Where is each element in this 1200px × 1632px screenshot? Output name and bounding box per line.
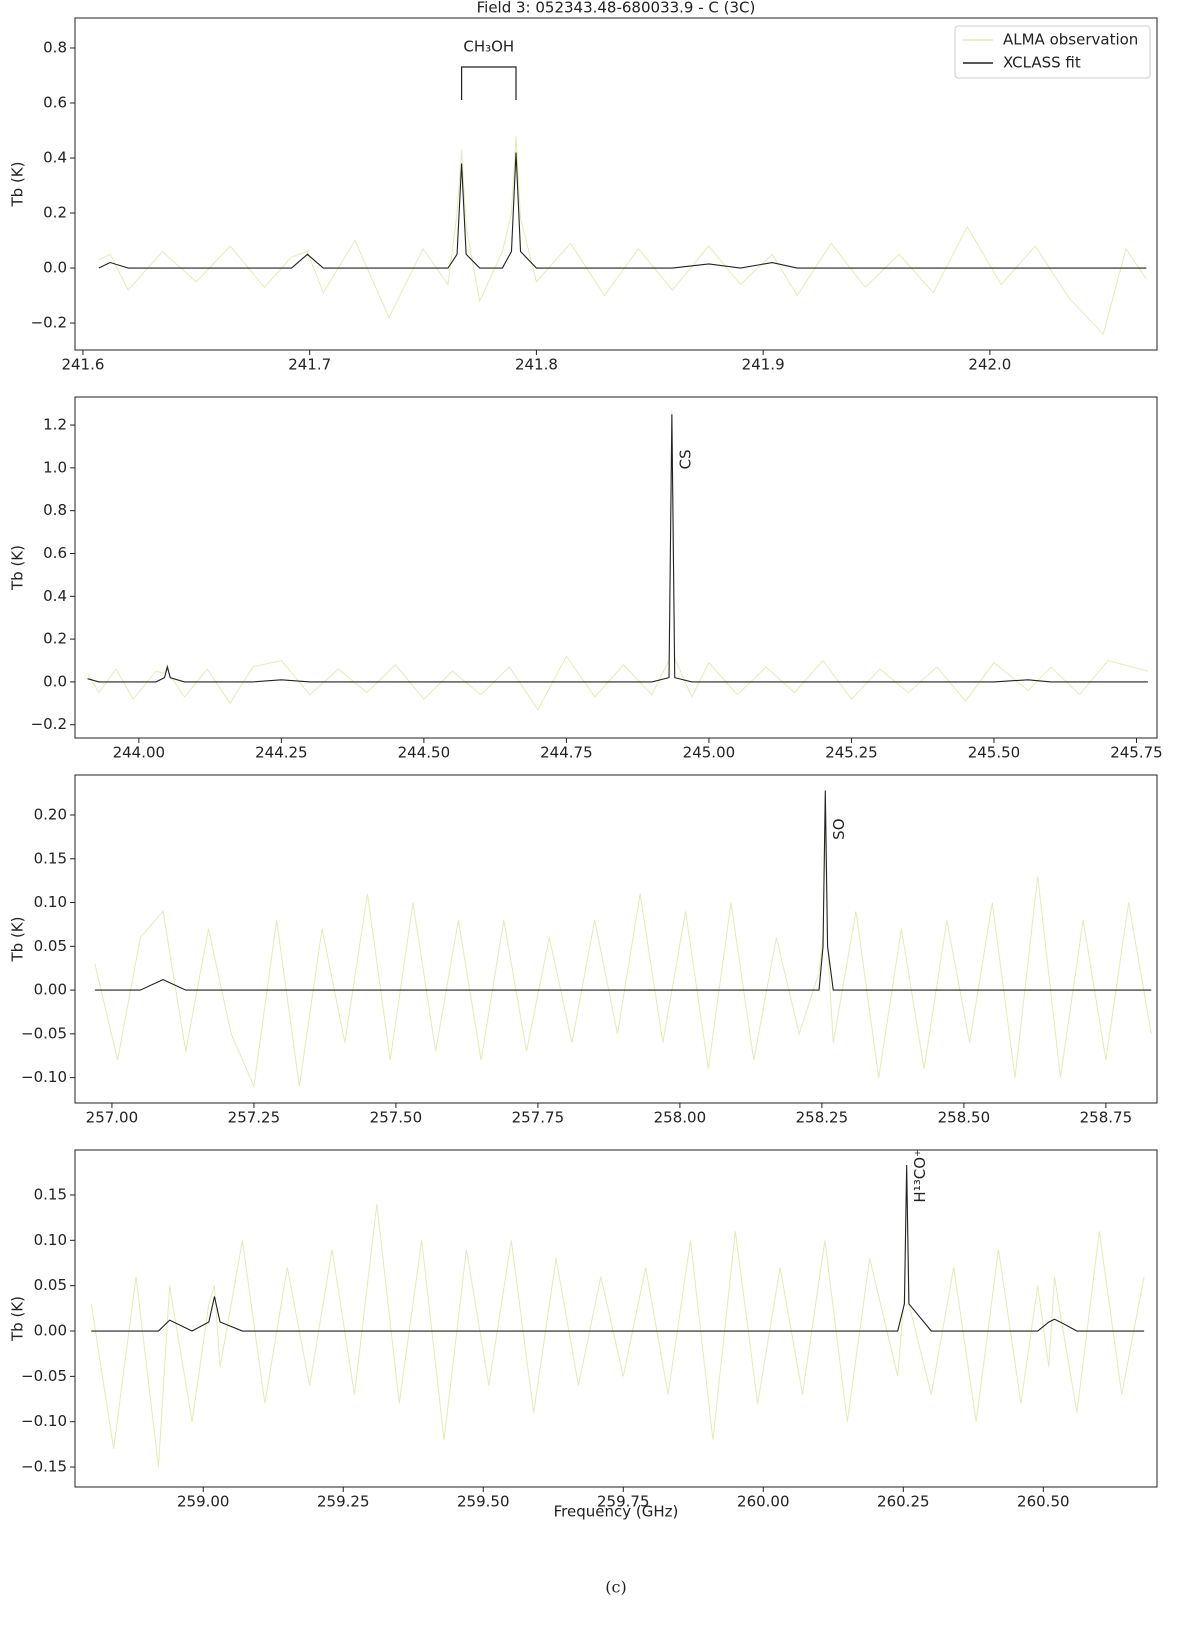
- y-tick-label: −0.2: [31, 715, 67, 733]
- annotation: CH₃OH: [463, 38, 514, 56]
- x-tick-label: 241.7: [288, 356, 331, 374]
- plot-frame: [74, 1149, 1158, 1488]
- y-tick-label: 0.00: [34, 1322, 67, 1340]
- spectrum-line: [91, 1165, 1145, 1332]
- caption: (c): [605, 1578, 626, 1597]
- x-tick-label: 257.00: [86, 1109, 139, 1127]
- x-tick-label: 260.50: [1017, 1493, 1070, 1511]
- x-tick-label: 257.75: [512, 1109, 565, 1127]
- y-tick-label: 0.4: [43, 587, 67, 605]
- x-axis-label: Frequency (GHz): [554, 1503, 679, 1521]
- y-tick-label: 0.15: [34, 849, 67, 867]
- x-tick-label: 258.75: [1080, 1109, 1133, 1127]
- y-tick-label: 0.4: [43, 149, 67, 167]
- y-tick-label: 0.10: [34, 893, 67, 911]
- annotation: SO: [830, 818, 848, 839]
- y-tick-label: 0.0: [43, 259, 67, 277]
- y-tick-label: 1.0: [43, 458, 67, 476]
- legend-box: [954, 25, 1151, 79]
- spectrum-line: [94, 790, 1152, 991]
- x-tick-label: 259.75: [597, 1493, 650, 1511]
- spectrum-line: [98, 135, 1147, 336]
- spectrum-line: [90, 1176, 1145, 1468]
- y-tick-label: −0.05: [21, 1024, 67, 1042]
- x-tick-label: 257.25: [228, 1109, 281, 1127]
- y-tick-label: 0.6: [43, 544, 67, 562]
- x-tick-label: 259.25: [317, 1493, 370, 1511]
- x-tick-label: 241.9: [742, 356, 785, 374]
- x-tick-label: 245.50: [968, 744, 1021, 762]
- y-tick-label: 0.0: [43, 672, 67, 690]
- y-tick-label: −0.15: [21, 1458, 67, 1476]
- legend-label: ALMA observation: [1003, 31, 1138, 49]
- x-tick-label: 260.25: [877, 1493, 930, 1511]
- x-tick-label: 242.0: [968, 356, 1011, 374]
- y-tick-label: 0.8: [43, 38, 67, 56]
- x-tick-label: 241.6: [61, 356, 104, 374]
- chart-title: Field 3: 052343.48-680033.9 - C (3C): [477, 0, 756, 17]
- y-tick-label: 0.15: [34, 1185, 67, 1203]
- x-tick-label: 257.50: [370, 1109, 423, 1127]
- y-tick-label: 0.00: [34, 981, 67, 999]
- annotation: CS: [676, 449, 694, 469]
- spectrum-line: [98, 152, 1147, 269]
- y-tick-label: −0.2: [31, 314, 67, 332]
- plot-frame: [74, 396, 1158, 739]
- annotation: H¹³CO⁺: [911, 1149, 929, 1203]
- y-tick-label: −0.05: [21, 1367, 67, 1385]
- x-tick-label: 245.25: [825, 744, 878, 762]
- y-tick-label: 0.2: [43, 630, 67, 648]
- y-tick-label: 0.05: [34, 937, 67, 955]
- y-tick-label: 0.20: [34, 806, 67, 824]
- y-tick-label: 0.6: [43, 93, 67, 111]
- y-tick-label: 0.05: [34, 1276, 67, 1294]
- annotation-bracket: [460, 66, 517, 100]
- x-tick-label: 259.50: [457, 1493, 510, 1511]
- x-tick-label: 244.25: [255, 744, 308, 762]
- y-tick-label: 0.10: [34, 1231, 67, 1249]
- spectrum-line: [87, 414, 1148, 683]
- x-tick-label: 258.25: [796, 1109, 849, 1127]
- spectrum-line: [87, 410, 1149, 711]
- y-tick-label: −0.10: [21, 1412, 67, 1430]
- y-axis-label: Tb (K): [9, 1296, 27, 1342]
- x-tick-label: 244.00: [113, 744, 166, 762]
- x-tick-label: 260.00: [737, 1493, 790, 1511]
- plot-frame: [74, 17, 1158, 351]
- spectrum-line: [94, 814, 1152, 1089]
- y-tick-label: 0.8: [43, 501, 67, 519]
- y-tick-label: 0.2: [43, 204, 67, 222]
- x-tick-label: 245.00: [683, 744, 736, 762]
- plot-frame: [74, 774, 1158, 1104]
- x-tick-label: 244.75: [540, 744, 593, 762]
- y-axis-label: Tb (K): [9, 162, 27, 208]
- x-tick-label: 245.75: [1110, 744, 1163, 762]
- x-tick-label: 244.50: [398, 744, 451, 762]
- y-axis-label: Tb (K): [9, 545, 27, 591]
- legend-label: XCLASS fit: [1003, 54, 1081, 72]
- y-tick-label: −0.10: [21, 1068, 67, 1086]
- y-tick-label: 1.2: [43, 416, 67, 434]
- y-axis-label: Tb (K): [9, 917, 27, 963]
- x-tick-label: 258.00: [654, 1109, 707, 1127]
- x-tick-label: 241.8: [515, 356, 558, 374]
- x-tick-label: 258.50: [938, 1109, 991, 1127]
- x-tick-label: 259.00: [177, 1493, 230, 1511]
